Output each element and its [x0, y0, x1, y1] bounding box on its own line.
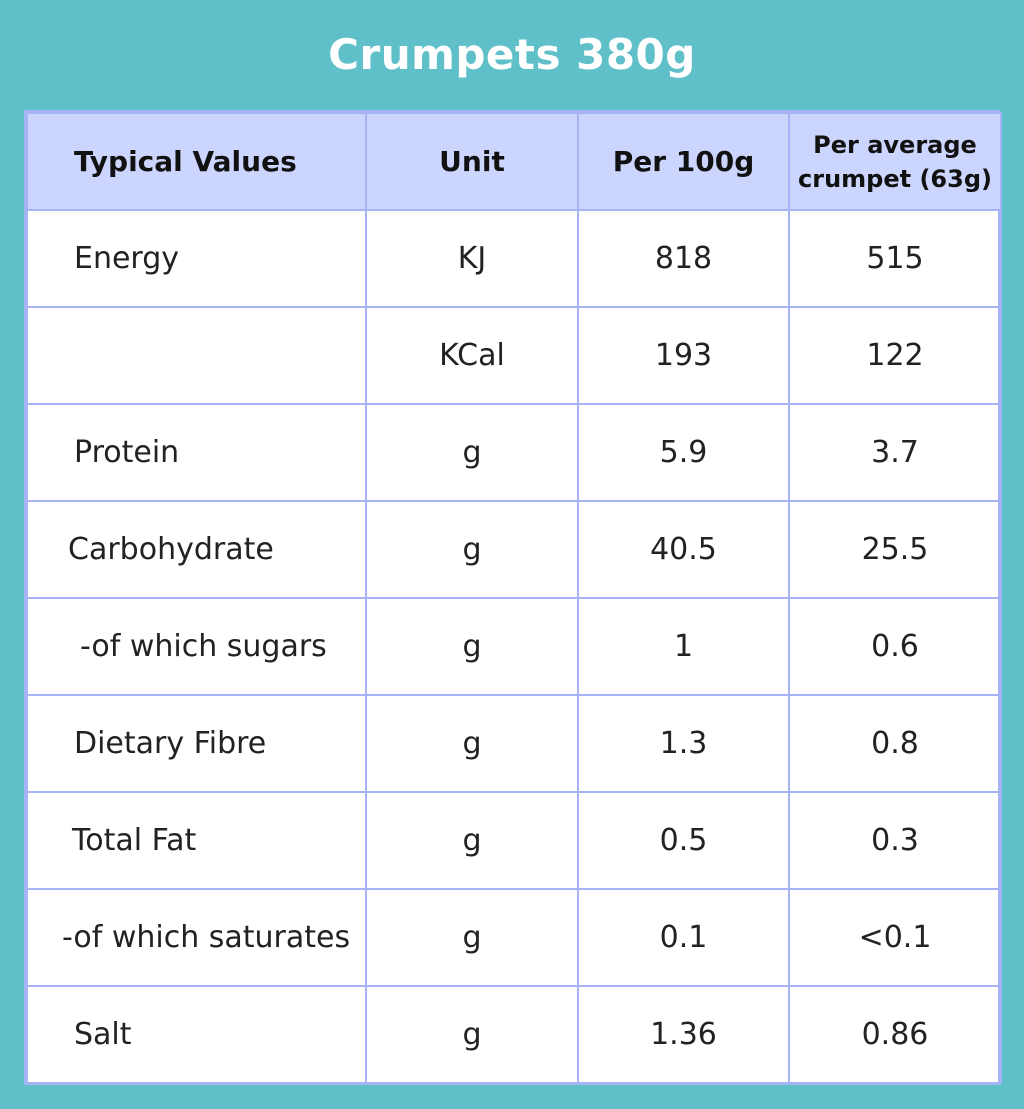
header-per-crumpet: Per average crumpet (63g): [788, 112, 1002, 211]
row-per-100g: 1.36: [577, 985, 790, 1084]
row-name: Dietary Fibre: [26, 694, 367, 793]
row-per-100g: 5.9: [577, 403, 790, 502]
header-typical-values: Typical Values: [26, 112, 367, 211]
row-per-100g: 1: [577, 597, 790, 696]
header-per-100g: Per 100g: [577, 112, 790, 211]
row-per-100g: 40.5: [577, 500, 790, 599]
row-name: -of which saturates: [26, 888, 367, 987]
row-name: Energy: [26, 209, 367, 308]
header-unit: Unit: [365, 112, 579, 211]
row-name: Total Fat: [26, 791, 367, 890]
row-per-crumpet: 0.6: [788, 597, 1002, 696]
row-per-crumpet: 0.8: [788, 694, 1002, 793]
table-row: Protein g 5.9 3.7: [26, 403, 1002, 502]
row-per-crumpet: <0.1: [788, 888, 1002, 987]
row-per-crumpet: 515: [788, 209, 1002, 308]
row-unit: g: [365, 597, 579, 696]
page-title: Crumpets 380g: [328, 30, 696, 79]
row-unit: KJ: [365, 209, 579, 308]
table-row: Total Fat g 0.5 0.3: [26, 791, 1002, 890]
row-unit: g: [365, 694, 579, 793]
row-per-100g: 1.3: [577, 694, 790, 793]
table-row: -of which sugars g 1 0.6: [26, 597, 1002, 696]
row-name: Carbohydrate: [26, 500, 367, 599]
row-per-crumpet: 25.5: [788, 500, 1002, 599]
table-row: Carbohydrate g 40.5 25.5: [26, 500, 1002, 599]
row-name: Salt: [26, 985, 367, 1084]
table-row: Energy KJ 818 515: [26, 209, 1002, 308]
row-unit: g: [365, 403, 579, 502]
table-row: Dietary Fibre g 1.3 0.8: [26, 694, 1002, 793]
row-per-crumpet: 122: [788, 306, 1002, 405]
nutrition-table: Typical Values Unit Per 100g Per average…: [26, 112, 1002, 1084]
row-name: Protein: [26, 403, 367, 502]
row-unit: KCal: [365, 306, 579, 405]
row-per-100g: 0.1: [577, 888, 790, 987]
row-per-crumpet: 0.86: [788, 985, 1002, 1084]
row-per-crumpet: 3.7: [788, 403, 1002, 502]
row-per-100g: 818: [577, 209, 790, 308]
table-row: Salt g 1.36 0.86: [26, 985, 1002, 1084]
row-unit: g: [365, 985, 579, 1084]
row-name: [26, 306, 367, 405]
row-per-crumpet: 0.3: [788, 791, 1002, 890]
row-per-100g: 193: [577, 306, 790, 405]
table-header-row: Typical Values Unit Per 100g Per average…: [26, 112, 1002, 211]
row-unit: g: [365, 791, 579, 890]
row-unit: g: [365, 500, 579, 599]
row-unit: g: [365, 888, 579, 987]
nutrition-table-container: Typical Values Unit Per 100g Per average…: [24, 110, 1002, 1085]
table-row: KCal 193 122: [26, 306, 1002, 405]
row-name: -of which sugars: [26, 597, 367, 696]
table-row: -of which saturates g 0.1 <0.1: [26, 888, 1002, 987]
row-per-100g: 0.5: [577, 791, 790, 890]
